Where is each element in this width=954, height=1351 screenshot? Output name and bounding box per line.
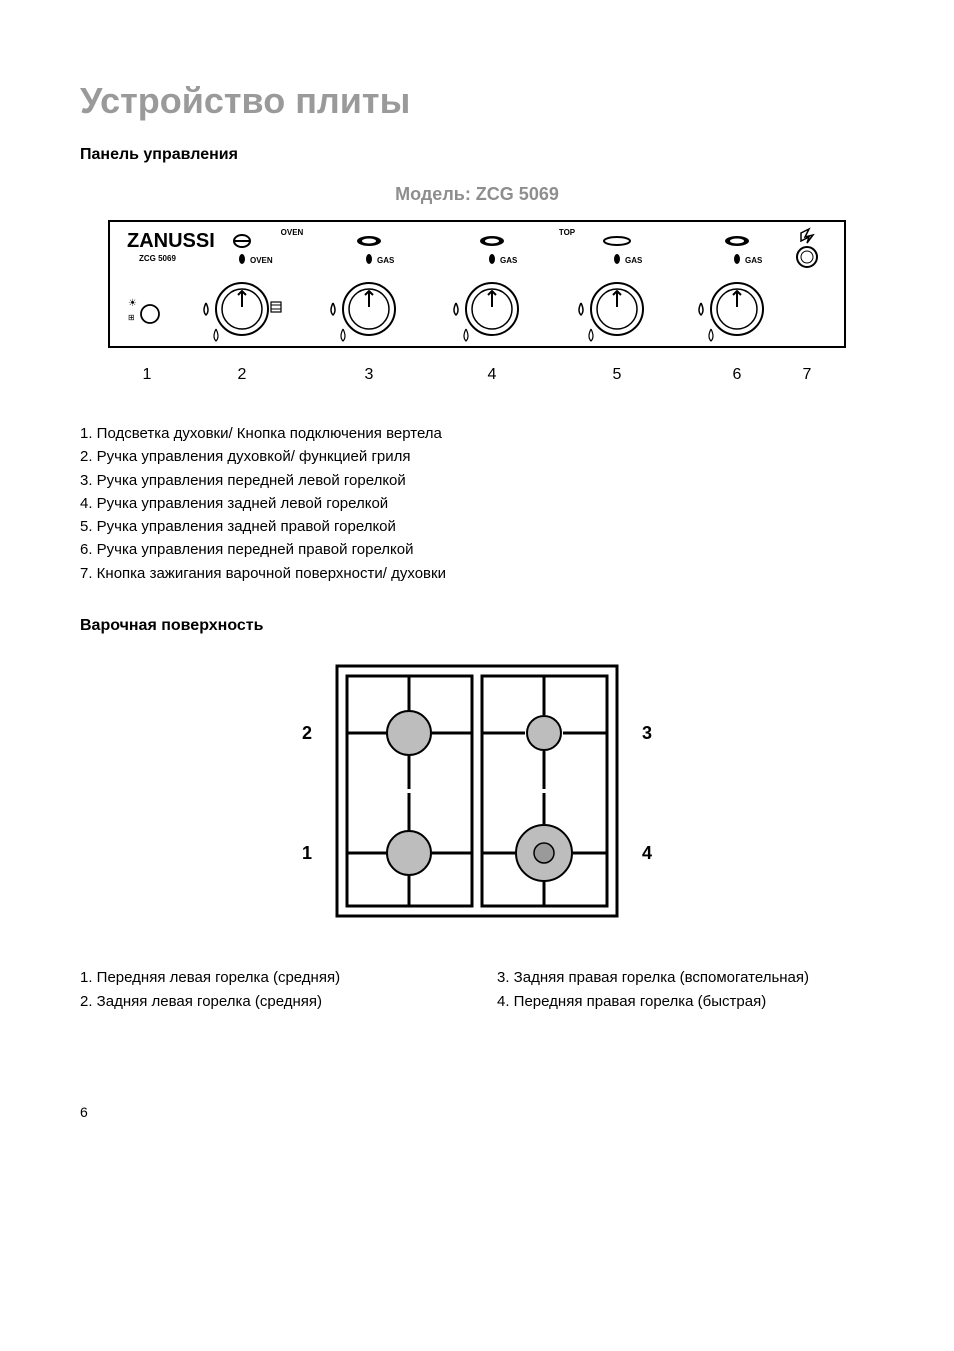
svg-text:GAS: GAS — [625, 256, 643, 265]
svg-text:GAS: GAS — [377, 256, 395, 265]
svg-text:GAS: GAS — [500, 256, 518, 265]
svg-text:2: 2 — [302, 723, 312, 743]
hob-diagram: 2 1 3 4 — [80, 661, 874, 936]
svg-text:4: 4 — [642, 843, 652, 863]
list-item: 2. Ручка управления духовкой/ функцией г… — [80, 445, 874, 468]
list-item: 1. Подсветка духовки/ Кнопка подключения… — [80, 422, 874, 445]
svg-text:OVEN: OVEN — [281, 228, 304, 237]
svg-text:4: 4 — [488, 366, 497, 383]
list-item: 2. Задняя левая горелка (средняя) — [80, 990, 457, 1014]
svg-text:GAS: GAS — [745, 256, 763, 265]
svg-text:5: 5 — [613, 366, 622, 383]
svg-text:TOP: TOP — [559, 228, 576, 237]
list-item: 3. Задняя правая горелка (вспомогательна… — [497, 966, 874, 990]
svg-text:3: 3 — [642, 723, 652, 743]
brand-text: ZANUSSI — [127, 230, 215, 252]
svg-text:☀: ☀ — [128, 298, 137, 309]
svg-text:3: 3 — [365, 366, 374, 383]
panel-legend-list: 1. Подсветка духовки/ Кнопка подключения… — [80, 422, 874, 585]
svg-text:2: 2 — [238, 366, 247, 383]
list-item: 4. Ручка управления задней левой горелко… — [80, 492, 874, 515]
list-item: 4. Передняя правая горелка (быстрая) — [497, 990, 874, 1014]
hob-legend: 1. Передняя левая горелка (средняя) 2. З… — [80, 966, 874, 1014]
svg-text:7: 7 — [803, 366, 812, 383]
svg-text:6: 6 — [733, 366, 742, 383]
svg-text:OVEN: OVEN — [250, 256, 273, 265]
svg-text:1: 1 — [302, 843, 312, 863]
section-control-panel: Панель управления — [80, 146, 874, 164]
svg-text:⊞: ⊞ — [128, 313, 135, 322]
svg-text:1: 1 — [143, 366, 152, 383]
section-hob: Варочная поверхность — [80, 617, 874, 635]
list-item: 3. Ручка управления передней левой горел… — [80, 469, 874, 492]
svg-text:ZCG 5069: ZCG 5069 — [139, 254, 176, 263]
list-item: 5. Ручка управления задней правой горелк… — [80, 515, 874, 538]
list-item: 7. Кнопка зажигания варочной поверхности… — [80, 562, 874, 585]
list-item: 6. Ручка управления передней правой горе… — [80, 538, 874, 561]
page-number: 6 — [80, 1104, 874, 1120]
control-panel-diagram: ZANUSSI ZCG 5069 OVEN TOP OVEN GAS GA — [80, 219, 874, 404]
list-item: 1. Передняя левая горелка (средняя) — [80, 966, 457, 990]
page-title: Устройство плиты — [80, 80, 874, 122]
model-label: Модель: ZCG 5069 — [80, 184, 874, 205]
